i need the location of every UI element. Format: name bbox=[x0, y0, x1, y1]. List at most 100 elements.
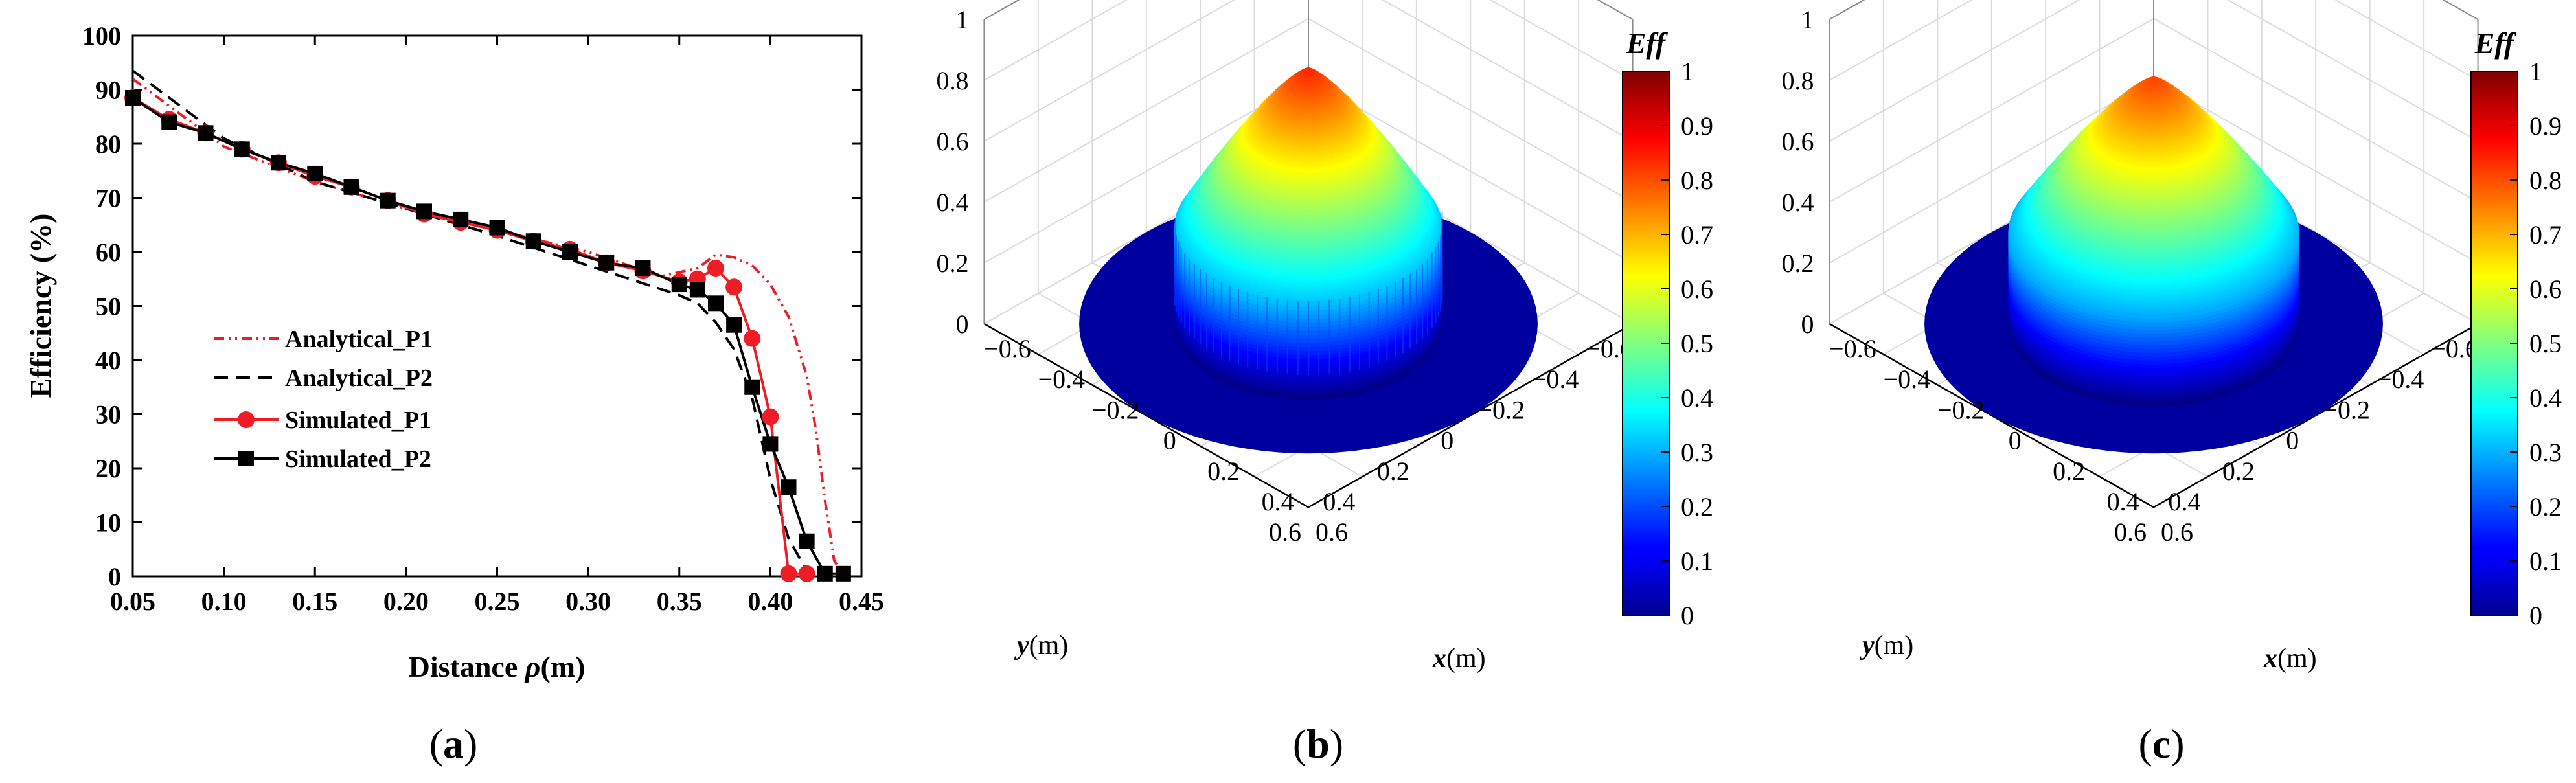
x-tick-label: −0.6 bbox=[1829, 334, 1876, 363]
line-chart-panel: 0.05 0.10 0.15 0.20 0.25 0.30 0.35 0.40 0.45 0 10… bbox=[24, 21, 884, 767]
data-point-circle bbox=[762, 408, 779, 426]
data-point-square bbox=[598, 255, 615, 271]
legend-label: Simulated_P2 bbox=[285, 446, 431, 473]
z-tick-label: 0.2 bbox=[1781, 249, 1814, 278]
x-tick-label: 0.05 bbox=[110, 587, 155, 616]
series-line-simulated-p1 bbox=[131, 96, 807, 575]
colorbar-title: Eff bbox=[2474, 27, 2517, 60]
y-tick-label: 80 bbox=[95, 130, 121, 159]
data-point-square bbox=[125, 90, 141, 106]
y-tick-label: −0.6 bbox=[2431, 334, 2478, 363]
data-point-circle bbox=[780, 565, 797, 582]
colorbar-tick-label: 0.9 bbox=[2529, 111, 2562, 141]
data-point-square bbox=[799, 533, 815, 549]
x-axis-label: x(m) bbox=[2263, 644, 2317, 674]
y-tick-label: 50 bbox=[95, 292, 121, 321]
x-tick-label: −0.4 bbox=[1038, 365, 1086, 394]
x-tick-label: 0.6 bbox=[1316, 517, 1348, 547]
data-point-square bbox=[525, 233, 541, 249]
data-point-square bbox=[161, 114, 177, 130]
z-tick-label: 0 bbox=[955, 310, 968, 339]
colorbar-tick-label: 0.8 bbox=[1681, 166, 1713, 195]
x-tick-labels: 0.05 0.10 0.15 0.20 0.25 0.30 0.35 0.40 0.45 bbox=[110, 587, 884, 616]
panel-label-b: (b) bbox=[1293, 721, 1343, 767]
data-point-square bbox=[726, 317, 742, 333]
panel-label-a: (a) bbox=[429, 721, 478, 767]
data-point-square bbox=[671, 277, 687, 293]
surface bbox=[1924, 76, 2383, 454]
colorbar-tick-label: 0.5 bbox=[2529, 329, 2562, 358]
legend-marker-circle bbox=[238, 411, 255, 428]
x-tick-label: 0.10 bbox=[201, 587, 247, 616]
x-tick-label: 0.20 bbox=[383, 587, 429, 616]
legend-entry: Analytical_P2 bbox=[214, 365, 433, 392]
x-tick-label: 0.2 bbox=[1207, 457, 1240, 486]
y-tick-label: 0.4 bbox=[2168, 487, 2200, 516]
data-point-square bbox=[781, 479, 797, 495]
y-tick-label: 0 bbox=[108, 562, 121, 591]
data-point-square bbox=[198, 125, 214, 141]
x-tick-label: 0.6 bbox=[2161, 517, 2193, 547]
colorbar-tick-label: 0.4 bbox=[2529, 383, 2562, 413]
colorbar-ticks: 0 0.1 0.2 0.3 0.4 0.5 0.6 0.7 0.8 0.9 1 bbox=[1661, 57, 1713, 630]
z-tick-label: 1 bbox=[955, 5, 968, 34]
colorbar-title: Eff bbox=[1626, 27, 1669, 60]
x-tick-label: 0.45 bbox=[839, 587, 884, 616]
x-tick-label: −0.4 bbox=[1884, 365, 1931, 394]
data-point-square bbox=[835, 565, 851, 582]
data-point-square bbox=[562, 244, 578, 260]
x-tick-label: −0.2 bbox=[1937, 395, 1985, 424]
x-tick-label: 0.4 bbox=[1262, 487, 1294, 516]
data-point-square bbox=[453, 211, 469, 227]
x-tick-label: 0.25 bbox=[475, 587, 520, 616]
data-point-circle bbox=[725, 278, 743, 296]
panel-label-c: (c) bbox=[2138, 721, 2184, 767]
series-line-simulated-p2 bbox=[131, 96, 843, 575]
y-tick-label: −0.2 bbox=[1477, 395, 1525, 424]
colorbar-ticks: 0 0.1 0.2 0.3 0.4 0.5 0.6 0.7 0.8 0.9 1 bbox=[2510, 57, 2562, 630]
y-tick-labels: 0 10 20 30 40 50 60 70 80 90 100 bbox=[82, 21, 121, 591]
axis-line bbox=[1829, 323, 2479, 508]
data-point-square bbox=[689, 282, 705, 298]
data-point-square bbox=[234, 141, 250, 157]
colorbar-tick-label: 0.2 bbox=[1681, 492, 1713, 521]
colorbar-tick-label: 0.7 bbox=[2529, 220, 2562, 249]
axis-tick-labels: 00.20.40.60.81−0.6−0.4−0.200.20.40.60.60… bbox=[1781, 5, 2478, 547]
y-tick-label: 100 bbox=[82, 21, 121, 51]
y-tick-label: 0.6 bbox=[2114, 517, 2147, 547]
z-tick-label: 0.8 bbox=[1781, 66, 1814, 95]
data-point-square bbox=[307, 165, 323, 181]
x-tick-label: 0.30 bbox=[565, 587, 611, 616]
data-point-circle bbox=[707, 260, 724, 277]
surface-ring bbox=[1307, 67, 1310, 70]
data-point-square bbox=[343, 179, 359, 195]
markers-group bbox=[124, 89, 851, 582]
x-tick-label: 0.4 bbox=[2107, 487, 2139, 516]
surface-ring bbox=[2152, 76, 2156, 79]
x-tick-label: −0.6 bbox=[984, 334, 1031, 363]
y-tick-label: 90 bbox=[95, 76, 121, 105]
colorbar-tick-label: 1 bbox=[1681, 57, 1694, 86]
y-tick-label: 70 bbox=[95, 184, 121, 213]
colorbar-tick-label: 0.7 bbox=[1681, 220, 1713, 249]
y-tick-label: 0.2 bbox=[1377, 457, 1409, 486]
data-point-circle bbox=[798, 565, 815, 582]
axis-line bbox=[983, 323, 1634, 508]
data-point-square bbox=[708, 295, 724, 312]
axis-ticks bbox=[131, 34, 863, 578]
z-tick-label: 0.4 bbox=[1781, 188, 1814, 217]
x-axis-label: x(m) bbox=[1432, 644, 1486, 674]
data-point-square bbox=[380, 192, 396, 209]
colorbar-tick-label: 0 bbox=[1681, 601, 1694, 630]
y-tick-label: −0.4 bbox=[1532, 365, 1579, 394]
data-point-square bbox=[744, 379, 760, 395]
x-tick-label: 0.40 bbox=[747, 587, 793, 616]
y-axis-label: y(m) bbox=[1859, 631, 1913, 661]
data-point-square bbox=[635, 260, 651, 277]
legend-entry: Simulated_P2 bbox=[214, 446, 431, 473]
x-tick-label: −0.2 bbox=[1092, 395, 1139, 424]
legend-marker-square bbox=[238, 451, 254, 466]
y-tick-label: 40 bbox=[95, 346, 121, 375]
colorbar-tick-label: 0.1 bbox=[2529, 547, 2562, 576]
